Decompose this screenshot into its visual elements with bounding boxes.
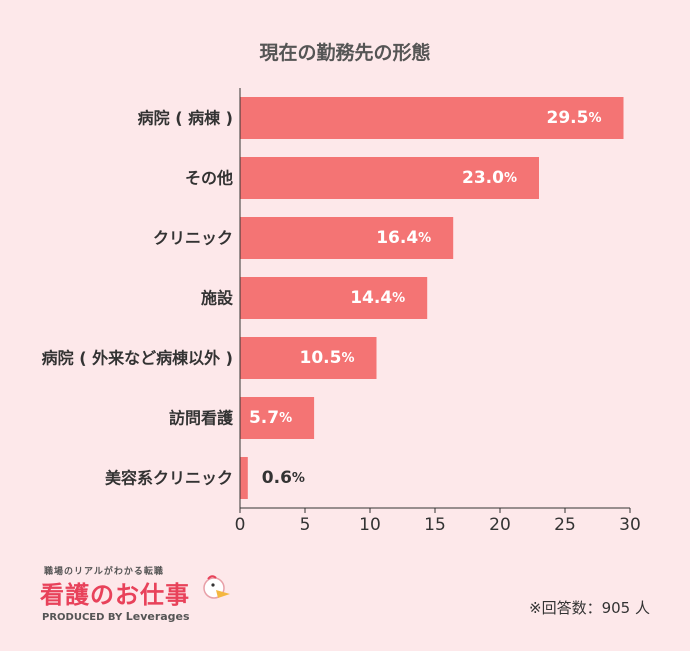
category-label: 病院 ( 外来など病棟以外 ) (42, 349, 233, 368)
bar-chart: 病院 ( 病棟 ) 29.5% その他 23.0% クリニック 16.4% 施設 14.4% 病… (42, 88, 641, 535)
data-label: 23.0% (462, 168, 517, 188)
data-label: 0.6% (262, 468, 305, 488)
logo-tagline: 職場のリアルがわかる転職 (44, 567, 164, 577)
chart-title: 現在の勤務先の形態 (259, 42, 431, 64)
bar (240, 397, 315, 439)
data-label: 16.4% (376, 228, 431, 248)
logo-produced-label: PRODUCED BY (42, 612, 123, 623)
category-label: 美容系クリニック (105, 469, 233, 488)
category-label: 病院 ( 病棟 ) (138, 109, 233, 128)
x-tick-label: 15 (424, 515, 446, 535)
bar (240, 157, 539, 199)
x-tick-label: 5 (300, 515, 311, 535)
bar (240, 217, 454, 259)
pelican-mascot-icon (203, 575, 230, 599)
kango-no-oshigoto-logo: 職場のリアルがわかる転職 看護のお仕事 PRODUCED BY Leverage… (38, 562, 238, 624)
logo-name: 看護のお仕事 (40, 581, 190, 609)
x-tick-label: 10 (359, 515, 381, 535)
category-label: 施設 (201, 289, 234, 308)
response-count-note: ※回答数：905 人 (529, 599, 650, 617)
category-label: クリニック (153, 229, 233, 248)
bar (240, 337, 377, 379)
x-tick-label: 20 (489, 515, 511, 535)
x-tick-label: 30 (619, 515, 641, 535)
bar (240, 277, 428, 319)
logo-produced-by: PRODUCED BY Leverages (42, 610, 190, 623)
logo-brand: Leverages (125, 610, 190, 623)
category-label: その他 (185, 169, 233, 188)
x-tick-label: 0 (235, 515, 246, 535)
category-label: 訪問看護 (169, 409, 234, 428)
data-label: 10.5% (300, 348, 355, 368)
bar (240, 457, 248, 499)
data-label: 5.7% (249, 408, 292, 428)
data-label: 29.5% (547, 108, 602, 128)
bar (240, 97, 624, 139)
data-label: 14.4% (350, 288, 405, 308)
x-tick-label: 25 (554, 515, 576, 535)
